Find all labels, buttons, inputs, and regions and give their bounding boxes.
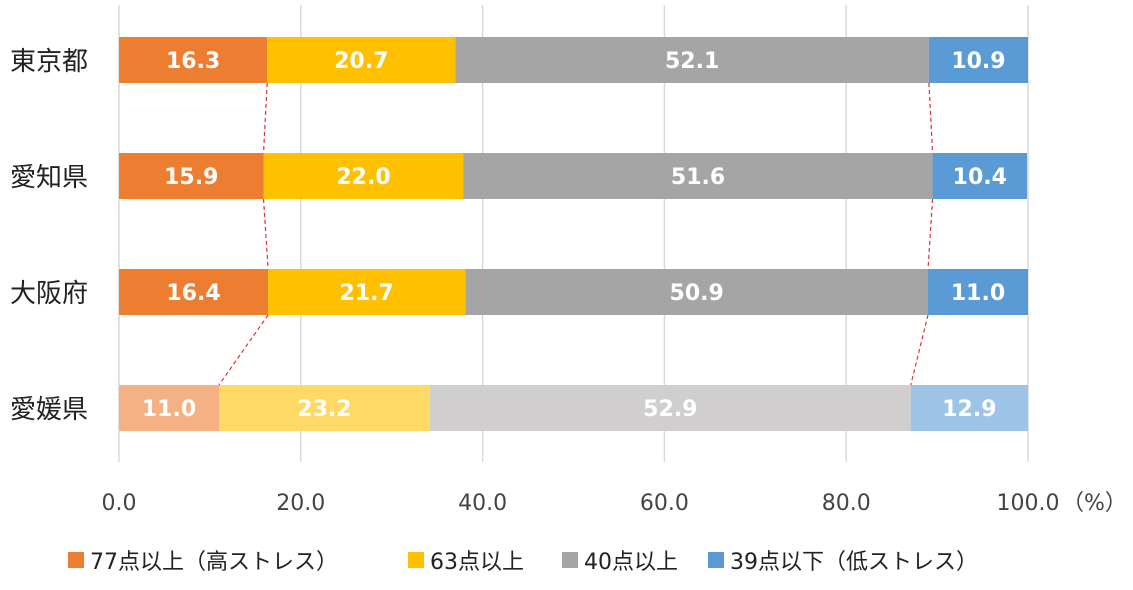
bar-value-label-3-2: 52.9 (643, 397, 697, 422)
legend-swatch-3 (708, 552, 724, 568)
category-label-3: 愛媛県 (10, 395, 88, 425)
bar-value-label-2-1: 21.7 (340, 281, 394, 306)
category-label-1: 愛知県 (10, 163, 88, 193)
legend-swatch-2 (562, 552, 578, 568)
x-tick-label-1: 20.0 (276, 491, 325, 516)
bar-segment-0-0 (119, 37, 268, 83)
bar-value-label-3-0: 11.0 (142, 397, 196, 422)
bar-segment-2-2 (465, 269, 929, 315)
bar-value-label-1-3: 10.4 (953, 165, 1007, 190)
bar-segment-2-0 (119, 269, 269, 315)
bar-value-label-2-0: 16.4 (166, 281, 220, 306)
bar-value-label-1-0: 15.9 (164, 165, 218, 190)
bar-segment-3-2 (429, 385, 911, 431)
connector-line-left-1 (262, 198, 269, 270)
x-tick-label-3: 60.0 (640, 491, 689, 516)
x-tick-label-4: 80.0 (822, 491, 871, 516)
bar-segment-2-1 (268, 269, 466, 315)
bar-segment-1-2 (463, 153, 933, 199)
connector-line-right-2 (910, 314, 929, 386)
bar-value-label-1-2: 51.6 (671, 165, 725, 190)
x-tick-label-0: 0.0 (102, 491, 137, 516)
bar-segment-3-0 (119, 385, 219, 431)
stacked-bar-chart: 16.3 20.7 52.1 10.9 東京都 15.9 22.0 51.6 10.4 愛知県 16… (10, 5, 1127, 516)
bar-segment-0-1 (267, 37, 456, 83)
category-label-0: 東京都 (10, 47, 88, 77)
connector-line-left-2 (218, 314, 269, 386)
bar-value-label-0-2: 52.1 (665, 49, 719, 74)
bar-segment-0-3 (928, 37, 1028, 83)
x-tick-label-2: 40.0 (458, 491, 507, 516)
bar-value-label-3-1: 23.2 (297, 397, 351, 422)
legend-label-1: 63点以上 (430, 550, 524, 575)
bar-segment-0-2 (455, 37, 929, 83)
bar-value-label-0-1: 20.7 (334, 49, 388, 74)
bar-segment-3-1 (218, 385, 430, 431)
x-tick-label-5: 100.0 (997, 491, 1060, 516)
bar-segment-1-3 (932, 153, 1028, 199)
legend-item-3: 39点以下（低ストレス） (708, 542, 978, 578)
bar-segment-3-3 (910, 385, 1028, 431)
legend-label-3: 39点以下（低ストレス） (730, 550, 978, 575)
chart-legend: 77点以上（高ストレス） 63点以上 40点以上 39点以下（低ストレス） (0, 542, 1133, 578)
x-axis-unit-label: （%） (1062, 491, 1127, 516)
bar-segment-1-1 (263, 153, 464, 199)
legend-item-1: 63点以上 (408, 542, 524, 578)
bar-segment-2-3 (928, 269, 1028, 315)
bar-value-label-0-0: 16.3 (166, 49, 220, 74)
legend-item-2: 40点以上 (562, 542, 678, 578)
bar-segment-1-0 (119, 153, 264, 199)
legend-swatch-1 (408, 552, 424, 568)
category-label-2: 大阪府 (10, 279, 88, 309)
legend-label-2: 40点以上 (584, 550, 678, 575)
legend-item-0: 77点以上（高ストレス） (68, 542, 338, 578)
bar-value-label-1-1: 22.0 (336, 165, 390, 190)
legend-label-0: 77点以上（高ストレス） (90, 550, 338, 575)
connector-line-right-0 (928, 82, 934, 154)
bar-value-label-0-3: 10.9 (951, 49, 1005, 74)
connector-line-right-1 (927, 198, 934, 270)
bar-value-label-3-3: 12.9 (942, 397, 996, 422)
bar-value-label-2-3: 11.0 (951, 281, 1005, 306)
bar-value-label-2-2: 50.9 (670, 281, 724, 306)
connector-line-left-0 (262, 82, 268, 154)
legend-swatch-0 (68, 552, 84, 568)
